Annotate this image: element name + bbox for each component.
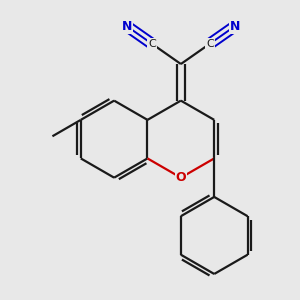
Text: O: O — [176, 171, 186, 184]
Text: N: N — [230, 20, 240, 32]
Text: C: C — [206, 39, 214, 49]
Text: N: N — [122, 20, 132, 32]
Text: C: C — [148, 39, 156, 49]
